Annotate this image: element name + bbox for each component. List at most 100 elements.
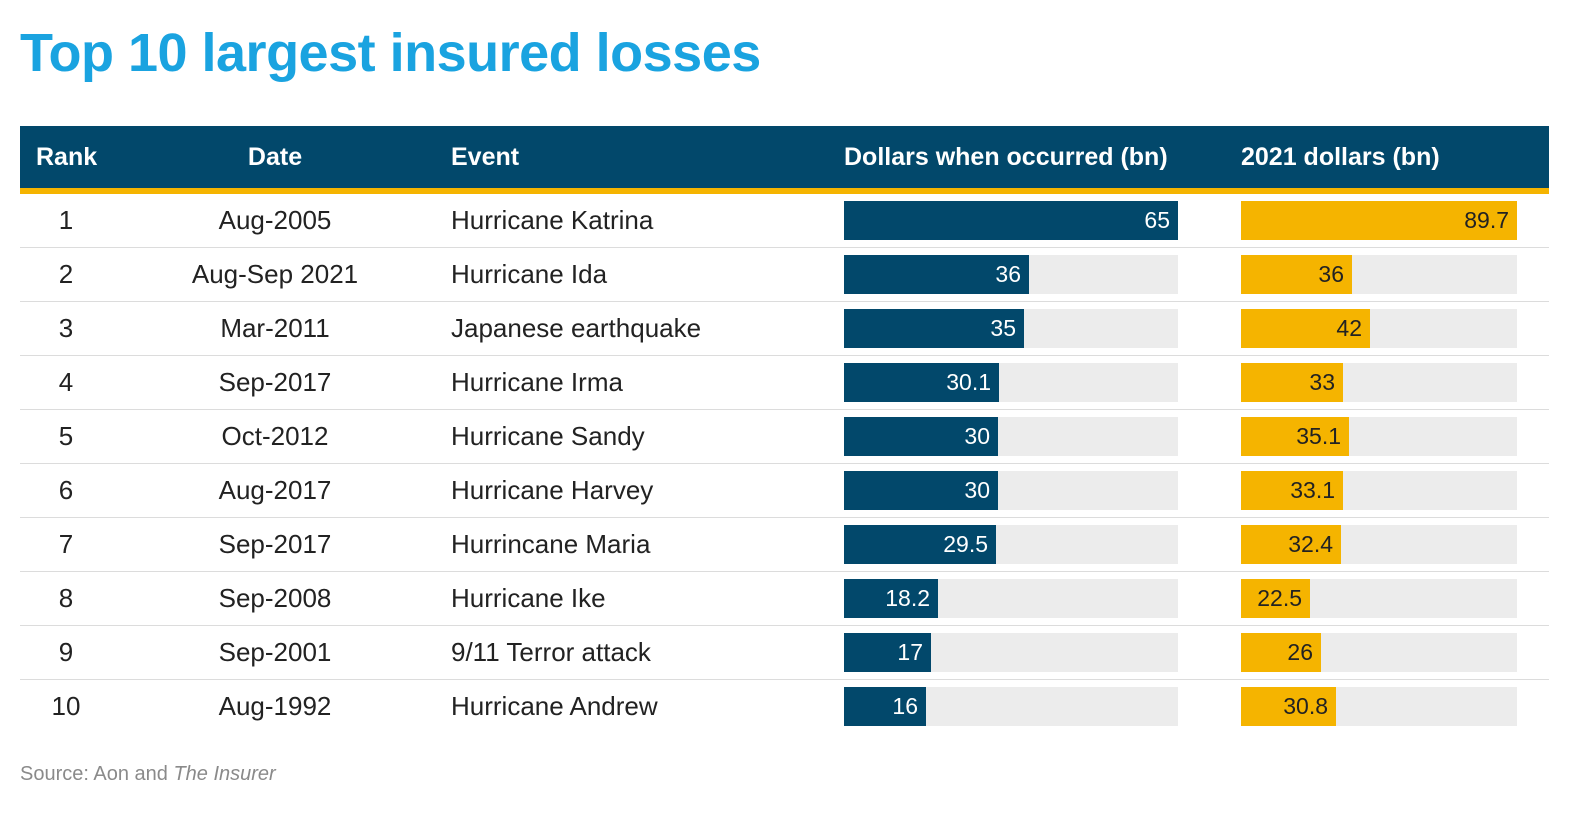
rank-cell: 9 xyxy=(58,637,74,667)
column-header-rank: Rank xyxy=(36,143,98,171)
value-label-occurred: 30 xyxy=(964,477,990,503)
date-cell: Aug-2005 xyxy=(218,205,332,235)
rank-cell: 3 xyxy=(58,313,74,343)
value-label-2021: 30.8 xyxy=(1283,693,1328,719)
bar-track-occurred: 16 xyxy=(844,687,1178,726)
date-cell: Sep-2001 xyxy=(218,637,332,667)
bar-track-occurred: 65 xyxy=(844,201,1178,240)
bar-track-occurred: 30 xyxy=(844,417,1178,456)
bar-dollars-2021: 22.5 xyxy=(1241,579,1310,618)
bar-track-2021: 89.7 xyxy=(1241,201,1517,240)
date-cell: Sep-2008 xyxy=(218,583,332,613)
bar-dollars-2021: 33.1 xyxy=(1241,471,1343,510)
bar-track-occurred: 36 xyxy=(844,255,1178,294)
date-cell: Mar-2011 xyxy=(220,313,330,343)
table-row: 7 Sep-2017 Hurrincane Maria 29.5 32.4 xyxy=(20,518,1549,572)
bar-track-2021: 32.4 xyxy=(1241,525,1517,564)
bar-dollars-occurred: 30 xyxy=(844,417,998,456)
bar-track-2021: 36 xyxy=(1241,255,1517,294)
bar-dollars-occurred: 18.2 xyxy=(844,579,938,618)
table-row: 8 Sep-2008 Hurricane Ike 18.2 22.5 xyxy=(20,572,1549,626)
source-note: Source: Aon and The Insurer xyxy=(20,763,276,786)
chart-title: Top 10 largest insured losses xyxy=(20,23,761,83)
date-cell: Oct-2012 xyxy=(221,421,329,451)
value-label-occurred: 17 xyxy=(897,639,923,665)
source-prefix: Source: Aon and xyxy=(20,763,174,785)
table-body: 1 Aug-2005 Hurricane Katrina 65 89.7 2 Aug-Sep… xyxy=(20,194,1549,733)
value-label-2021: 26 xyxy=(1287,639,1313,665)
bar-track-occurred: 17 xyxy=(844,633,1178,672)
value-label-occurred: 35 xyxy=(990,315,1016,341)
bar-dollars-occurred: 17 xyxy=(844,633,931,672)
bar-track-2021: 26 xyxy=(1241,633,1517,672)
value-label-occurred: 65 xyxy=(1144,207,1170,233)
value-label-occurred: 30.1 xyxy=(946,369,991,395)
bar-dollars-occurred: 30.1 xyxy=(844,363,999,402)
rank-cell: 4 xyxy=(58,367,74,397)
value-label-occurred: 18.2 xyxy=(885,585,930,611)
value-label-occurred: 16 xyxy=(892,693,918,719)
rank-cell: 1 xyxy=(58,205,74,235)
bar-dollars-occurred: 65 xyxy=(844,201,1178,240)
bar-track-2021: 42 xyxy=(1241,309,1517,348)
rank-cell: 5 xyxy=(58,421,74,451)
value-label-2021: 42 xyxy=(1336,315,1362,341)
table-row: 3 Mar-2011 Japanese earthquake 35 42 xyxy=(20,302,1549,356)
rank-cell: 8 xyxy=(58,583,74,613)
date-cell: Aug-Sep 2021 xyxy=(191,259,359,289)
value-label-2021: 33 xyxy=(1309,369,1335,395)
rank-cell: 10 xyxy=(51,691,81,721)
event-cell: 9/11 Terror attack xyxy=(451,637,651,667)
date-cell: Aug-1992 xyxy=(218,691,332,721)
value-label-occurred: 29.5 xyxy=(943,531,988,557)
bar-track-2021: 33.1 xyxy=(1241,471,1517,510)
bar-dollars-occurred: 30 xyxy=(844,471,998,510)
rank-cell: 7 xyxy=(58,529,74,559)
bar-track-2021: 35.1 xyxy=(1241,417,1517,456)
bar-track-occurred: 30.1 xyxy=(844,363,1178,402)
value-label-2021: 32.4 xyxy=(1288,531,1333,557)
bar-dollars-occurred: 35 xyxy=(844,309,1024,348)
value-label-2021: 36 xyxy=(1318,261,1344,287)
table-row: 6 Aug-2017 Hurricane Harvey 30 33.1 xyxy=(20,464,1549,518)
table-row: 4 Sep-2017 Hurricane Irma 30.1 33 xyxy=(20,356,1549,410)
date-cell: Sep-2017 xyxy=(218,367,332,397)
date-cell: Sep-2017 xyxy=(218,529,332,559)
column-header-date: Date xyxy=(247,143,303,171)
bar-dollars-2021: 36 xyxy=(1241,255,1352,294)
column-header-dollars-2021: 2021 dollars (bn) xyxy=(1241,143,1440,171)
source-publication: The Insurer xyxy=(173,763,276,785)
bar-dollars-2021: 89.7 xyxy=(1241,201,1517,240)
event-cell: Hurricane Irma xyxy=(451,367,623,397)
event-cell: Hurricane Katrina xyxy=(451,205,654,235)
bar-track-2021: 30.8 xyxy=(1241,687,1517,726)
event-cell: Hurrincane Maria xyxy=(451,529,651,559)
value-label-occurred: 30 xyxy=(964,423,990,449)
event-cell: Hurricane Ike xyxy=(451,583,606,613)
value-label-2021: 22.5 xyxy=(1257,585,1302,611)
event-cell: Japanese earthquake xyxy=(451,313,702,343)
event-cell: Hurricane Harvey xyxy=(451,475,654,505)
bar-track-occurred: 35 xyxy=(844,309,1178,348)
bar-track-2021: 33 xyxy=(1241,363,1517,402)
rank-cell: 2 xyxy=(58,259,74,289)
bar-track-2021: 22.5 xyxy=(1241,579,1517,618)
bar-dollars-2021: 32.4 xyxy=(1241,525,1341,564)
event-cell: Hurricane Sandy xyxy=(451,421,645,451)
table-row: 9 Sep-2001 9/11 Terror attack 17 26 xyxy=(20,626,1549,680)
bar-track-occurred: 29.5 xyxy=(844,525,1178,564)
value-label-2021: 89.7 xyxy=(1464,207,1509,233)
table-row: 5 Oct-2012 Hurricane Sandy 30 35.1 xyxy=(20,410,1549,464)
bar-dollars-2021: 33 xyxy=(1241,363,1343,402)
bar-dollars-occurred: 16 xyxy=(844,687,926,726)
value-label-2021: 33.1 xyxy=(1290,477,1335,503)
rank-cell: 6 xyxy=(58,475,74,505)
date-cell: Aug-2017 xyxy=(218,475,332,505)
event-cell: Hurricane Andrew xyxy=(451,691,658,721)
bar-dollars-2021: 26 xyxy=(1241,633,1321,672)
bar-dollars-occurred: 29.5 xyxy=(844,525,996,564)
bar-track-occurred: 18.2 xyxy=(844,579,1178,618)
bar-dollars-2021: 35.1 xyxy=(1241,417,1349,456)
value-label-2021: 35.1 xyxy=(1296,423,1341,449)
column-header-event: Event xyxy=(451,143,520,171)
